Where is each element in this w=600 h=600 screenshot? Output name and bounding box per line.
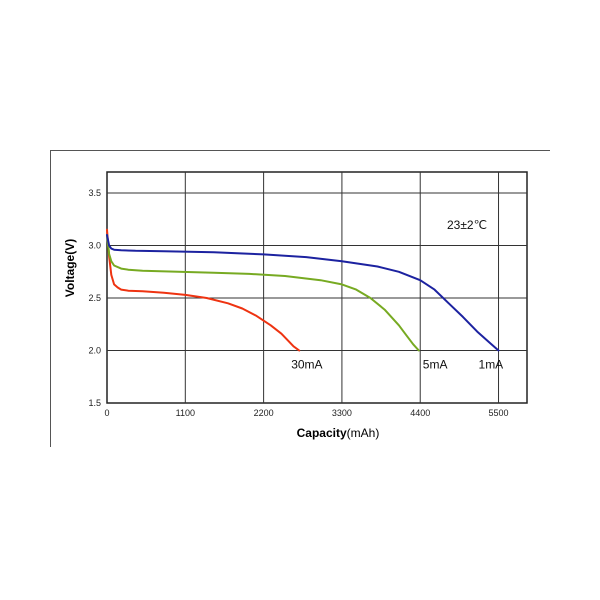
x-tick-label: 0 (104, 408, 109, 418)
y-tick-label: 3.0 (88, 241, 101, 251)
x-tick-labels: 0 1100 2200 3300 4400 5500 (104, 408, 508, 418)
frame-top-line (50, 150, 550, 151)
y-axis-title: Voltage(V) (63, 239, 77, 297)
grid-lines (107, 172, 527, 403)
y-tick-labels: 1.5 2.0 2.5 3.0 3.5 (88, 188, 101, 408)
x-tick-label: 5500 (489, 408, 509, 418)
y-tick-label: 2.5 (88, 293, 101, 303)
x-axis-title: Capacity(mAh) (297, 426, 380, 440)
series-label-1ma: 1mA (479, 358, 504, 372)
x-tick-label: 2200 (254, 408, 274, 418)
x-tick-label: 4400 (410, 408, 430, 418)
series-labels: 30mA 5mA 1mA (291, 358, 503, 372)
frame-left-line (50, 150, 51, 447)
temperature-annotation: 23±2℃ (447, 218, 487, 232)
series-line-30ma (106, 228, 301, 352)
series-line-1ma (106, 234, 500, 352)
plot-area (106, 171, 528, 404)
series-label-5ma: 5mA (423, 358, 448, 372)
series-lines (106, 228, 500, 352)
series-label-30ma: 30mA (291, 358, 322, 372)
series-line-5ma (106, 234, 420, 352)
x-axis-title-unit: (mAh) (347, 426, 380, 440)
y-tick-label: 2.0 (88, 346, 101, 356)
x-tick-label: 1100 (176, 408, 195, 418)
x-tick-label: 3300 (332, 408, 352, 418)
y-tick-label: 3.5 (88, 188, 101, 198)
y-tick-label: 1.5 (88, 398, 101, 408)
x-axis-title-bold: Capacity (297, 426, 347, 440)
